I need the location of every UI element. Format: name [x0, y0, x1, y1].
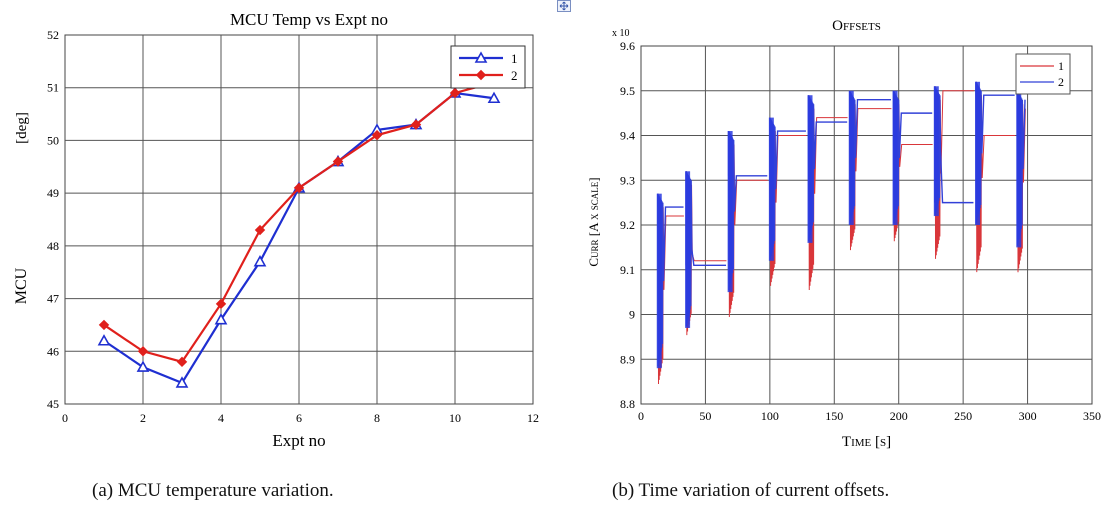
x-tick-label: 4	[218, 411, 224, 425]
offset-burst	[727, 131, 733, 293]
y-tick-label: 9.2	[620, 218, 635, 232]
offset-burst	[975, 81, 981, 225]
legend-label: 2	[511, 68, 518, 83]
y-tick-label: 50	[47, 133, 59, 147]
data-point	[215, 298, 227, 310]
x-axis-label: Time [s]	[842, 434, 891, 450]
y-tick-label: 9	[629, 308, 635, 322]
x-tick-label: 150	[825, 409, 843, 423]
x-tick-label: 12	[527, 411, 539, 425]
data-point	[254, 224, 266, 236]
x-tick-label: 8	[374, 411, 380, 425]
x-tick-label: 0	[638, 409, 644, 423]
caption-left: (a) MCU temperature variation.	[92, 480, 334, 501]
chart-title: Offsets	[832, 18, 881, 34]
y-tick-label: 49	[47, 186, 59, 200]
y-axis-label: MCU	[13, 267, 30, 304]
y-tick-label: 9.5	[620, 84, 635, 98]
data-point	[97, 334, 111, 346]
offset-burst	[807, 95, 813, 243]
offset-burst	[685, 171, 691, 328]
offset-burst	[656, 193, 662, 369]
offset-burst	[892, 90, 898, 225]
y-tick-label: 8.8	[620, 397, 635, 411]
x-axis-label: Expt no	[272, 431, 325, 450]
x-tick-label: 200	[890, 409, 908, 423]
offset-burst	[848, 90, 854, 225]
y-tick-label: 45	[47, 397, 59, 411]
y-tick-label: 47	[47, 292, 59, 306]
data-point	[449, 87, 461, 99]
x-tick-label: 300	[1019, 409, 1037, 423]
y-tick-label: 46	[47, 344, 59, 358]
x-tick-label: 6	[296, 411, 302, 425]
legend-b	[1015, 53, 1071, 95]
data-point	[214, 313, 228, 325]
data-point	[410, 119, 422, 130]
legend-label: 1	[511, 51, 518, 66]
legend-label: 2	[1058, 75, 1064, 89]
x-tick-label: 50	[699, 409, 711, 423]
y-axis-unit: [deg]	[14, 112, 30, 144]
x-tick-label: 2	[140, 411, 146, 425]
data-point	[98, 319, 110, 331]
data-point	[253, 255, 267, 267]
chart-title: MCU Temp vs Expt no	[230, 10, 388, 29]
move-handle-icon[interactable]	[557, 0, 571, 12]
y-tick-label: 48	[47, 239, 59, 253]
x-tick-label: 350	[1083, 409, 1101, 423]
y-tick-label: 9.1	[620, 263, 635, 277]
offset-burst	[768, 117, 774, 261]
data-point	[371, 129, 383, 141]
x-tick-label: 100	[761, 409, 779, 423]
y-tick-label: 9.6	[620, 39, 635, 53]
data-point	[332, 156, 344, 167]
x-tick-label: 0	[62, 411, 68, 425]
x-tick-label: 250	[954, 409, 972, 423]
x-tick-label: 10	[449, 411, 461, 425]
data-point	[176, 356, 188, 368]
exponent-label: x 10	[612, 28, 630, 39]
data-point	[137, 346, 149, 357]
data-point	[487, 91, 501, 104]
legend-label: 1	[1058, 59, 1064, 73]
data-point	[136, 360, 150, 372]
offset-burst	[933, 86, 939, 217]
data-point	[475, 69, 487, 81]
caption-right: (b) Time variation of current offsets.	[612, 480, 890, 501]
data-point	[474, 51, 488, 63]
legend-a	[450, 45, 526, 89]
y-tick-label: 51	[47, 81, 59, 95]
y-tick-label: 9.4	[620, 129, 635, 143]
data-point	[175, 376, 189, 388]
y-axis-label: Curr [A x scale]	[586, 177, 601, 266]
data-point	[293, 182, 305, 194]
offset-burst	[1016, 90, 1022, 248]
y-tick-label: 8.9	[620, 352, 635, 366]
y-tick-label: 9.3	[620, 173, 635, 187]
y-tick-label: 52	[47, 28, 59, 42]
